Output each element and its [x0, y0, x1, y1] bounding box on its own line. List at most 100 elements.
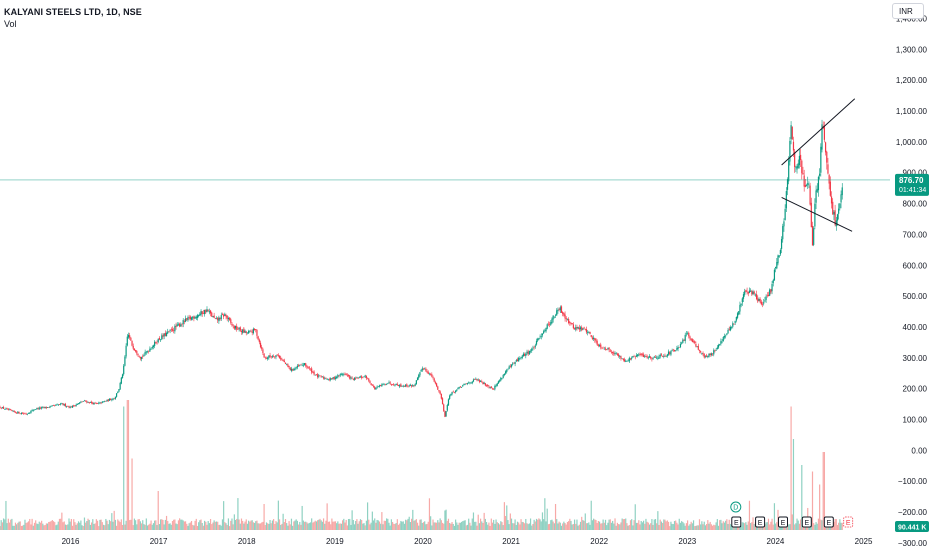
volume-bar — [62, 522, 64, 530]
candle-body — [439, 391, 441, 394]
candle-body — [782, 226, 784, 240]
volume-bar — [437, 520, 439, 530]
volume-bar — [462, 521, 464, 530]
y-axis[interactable]: 1,400.00 1,300.00 1,200.00 1,100.00 1,000.00… — [896, 15, 928, 548]
candle-body — [839, 203, 841, 209]
volume-bar — [290, 518, 293, 530]
candle-body — [380, 384, 382, 386]
candle-body — [190, 317, 193, 320]
volume-bar — [841, 522, 843, 530]
candle-body — [769, 289, 771, 296]
volume-bar — [547, 524, 550, 530]
volume-bar — [698, 519, 701, 530]
volume-bar — [295, 519, 297, 530]
candle-body — [136, 351, 138, 354]
y-tick-label: 600.00 — [903, 261, 928, 270]
candle-body — [119, 383, 121, 390]
candle-body — [184, 318, 187, 322]
volume-bar — [352, 520, 354, 530]
candle-body — [176, 324, 178, 327]
volume-bar — [364, 525, 366, 530]
candle-body — [100, 402, 102, 404]
volume-bar — [798, 523, 801, 530]
volume-bar — [57, 521, 59, 530]
volume-bar — [195, 518, 197, 530]
candle-body — [52, 405, 55, 406]
volume-bar — [682, 521, 684, 530]
candle-body — [361, 376, 363, 378]
volume-bar — [438, 522, 440, 530]
candle-body — [248, 331, 250, 334]
candle-body — [551, 318, 553, 324]
volume-bar — [99, 519, 101, 530]
volume-bar — [163, 524, 165, 530]
volume-bar — [466, 524, 469, 530]
volume-bar — [440, 520, 442, 530]
candle-body — [192, 317, 194, 319]
chart-header: KALYANI STEELS LTD, 1D, NSE Vol — [4, 6, 142, 30]
event-markers[interactable]: D E E E E E E — [730, 501, 854, 528]
volume-bar — [30, 524, 32, 530]
candle-body — [282, 359, 284, 362]
volume-bar — [259, 523, 262, 530]
candle-body — [557, 309, 559, 311]
volume-bar — [138, 519, 140, 530]
volume-bar — [809, 525, 811, 530]
earnings-marker-label: E — [758, 520, 763, 527]
candle-body — [60, 403, 62, 405]
volume-bar — [133, 518, 136, 530]
y-tick-label: 1,100.00 — [896, 107, 928, 116]
candle-body — [314, 374, 316, 376]
volume-bar — [515, 524, 517, 530]
trendlines[interactable] — [781, 98, 856, 232]
x-axis[interactable]: 2016 2017 2018 2019 2020 2021 2022 2023 2024 2025 — [62, 537, 873, 546]
candle-body — [681, 342, 683, 344]
candle-body — [227, 317, 230, 320]
candle-body — [746, 291, 748, 292]
candle-body — [87, 401, 89, 403]
volume-bar — [691, 523, 693, 530]
volume-bar — [58, 518, 61, 530]
candle-body — [313, 371, 315, 375]
candle-body — [351, 377, 353, 379]
volume-bar — [117, 519, 119, 530]
candle-body — [595, 339, 597, 342]
candle-body — [508, 366, 510, 369]
volume-bar — [418, 525, 420, 530]
candle-body — [758, 298, 760, 301]
candle-body — [834, 210, 836, 225]
currency-button[interactable]: INR — [892, 3, 924, 19]
volume-bar — [0, 526, 1, 530]
volume-bar — [640, 520, 642, 530]
candle-body — [378, 385, 381, 387]
volume-bar — [610, 522, 613, 530]
candle-body — [728, 329, 730, 331]
candle-body — [101, 401, 103, 403]
volume-bar — [23, 524, 25, 530]
candle-body — [365, 375, 367, 379]
volume-bar — [27, 521, 30, 530]
volume-indicator-label[interactable]: Vol — [4, 19, 17, 29]
candle-body — [401, 385, 403, 387]
volume-bar — [646, 521, 648, 530]
volume-bar — [145, 518, 147, 530]
candle-body — [526, 351, 528, 354]
volume-bar — [193, 525, 195, 530]
symbol-title[interactable]: KALYANI STEELS LTD, 1D, NSE — [4, 7, 142, 17]
x-tick-label: 2025 — [855, 537, 873, 546]
candle-body — [613, 352, 615, 355]
candle-body — [104, 401, 106, 402]
volume-bar — [136, 524, 138, 530]
volume-bar — [124, 524, 126, 530]
volume-bar — [838, 522, 840, 530]
volume-bar — [688, 525, 690, 530]
candle-body — [252, 328, 254, 334]
candle-body — [322, 377, 325, 379]
candle-body — [174, 326, 176, 332]
volume-bar — [52, 521, 55, 530]
candle-body — [438, 390, 440, 392]
volume-bar — [706, 524, 708, 530]
volume-bar — [813, 523, 815, 530]
volume-bar — [744, 523, 746, 530]
